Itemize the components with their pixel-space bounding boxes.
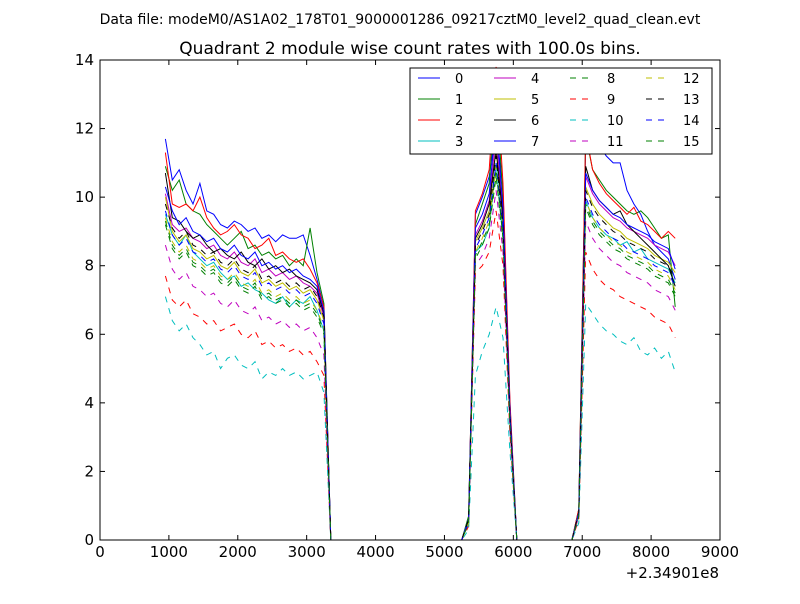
series-line-8 — [164, 176, 676, 541]
legend-label-7: 7 — [531, 135, 539, 150]
chart-title: Quadrant 2 module wise count rates with … — [179, 39, 640, 59]
x-tick-label-2000: 2000 — [219, 543, 257, 561]
y-tick-label-14: 14 — [75, 51, 94, 69]
legend-label-12: 12 — [683, 72, 700, 87]
legend-label-2: 2 — [455, 114, 463, 129]
series-line-4 — [164, 135, 676, 541]
y-tick-label-12: 12 — [75, 120, 94, 138]
series-line-3 — [164, 162, 676, 541]
x-tick-label-9000: 9000 — [701, 543, 739, 561]
series-line-6 — [164, 149, 676, 541]
legend-label-8: 8 — [607, 72, 615, 87]
ticks-layer: 0 1000 2000 3000 4000 5000 6000 7000 8000 9000 0 2 4… — [75, 51, 739, 561]
legend-label-10: 10 — [607, 114, 624, 129]
legend-box — [409, 67, 713, 155]
legend-label-13: 13 — [683, 93, 700, 108]
x-tick-label-4000: 4000 — [356, 543, 394, 561]
legend-label-3: 3 — [455, 135, 463, 150]
legend-label-9: 9 — [607, 93, 615, 108]
x-tick-label-5000: 5000 — [425, 543, 463, 561]
x-tick-label-6000: 6000 — [494, 543, 532, 561]
series-line-9 — [164, 210, 676, 541]
x-offset-label: +2.34901e8 — [626, 564, 719, 582]
x-tick-label-8000: 8000 — [632, 543, 670, 561]
y-tick-label-10: 10 — [75, 188, 94, 206]
y-tick-label-2: 2 — [84, 462, 94, 480]
series-line-12 — [164, 166, 676, 541]
series-line-7 — [164, 121, 676, 541]
y-tick-label-8: 8 — [84, 257, 94, 275]
x-tick-label-1000: 1000 — [150, 543, 188, 561]
x-tick-label-0: 0 — [95, 543, 105, 561]
data-file-suptitle: Data file: modeM0/AS1A02_178T01_90000012… — [100, 12, 701, 28]
x-tick-label-3000: 3000 — [288, 543, 326, 561]
x-tick-label-7000: 7000 — [563, 543, 601, 561]
legend-label-6: 6 — [531, 114, 539, 129]
y-tick-label-0: 0 — [84, 531, 94, 549]
legend-label-4: 4 — [531, 72, 539, 87]
series-line-5 — [164, 149, 676, 541]
legend-label-5: 5 — [531, 93, 539, 108]
series-line-1 — [164, 90, 676, 541]
plot-frame — [99, 59, 721, 541]
series-line-10 — [164, 296, 676, 541]
y-tick-label-6: 6 — [84, 325, 94, 343]
legend-label-11: 11 — [607, 135, 624, 150]
legend-label-0: 0 — [455, 72, 463, 87]
legend-label-14: 14 — [683, 114, 700, 129]
series-line-14 — [164, 162, 676, 541]
series-line-11 — [164, 190, 676, 541]
y-tick-label-4: 4 — [84, 394, 94, 412]
legend-label-1: 1 — [455, 93, 463, 108]
legend-label-15: 15 — [683, 135, 700, 150]
